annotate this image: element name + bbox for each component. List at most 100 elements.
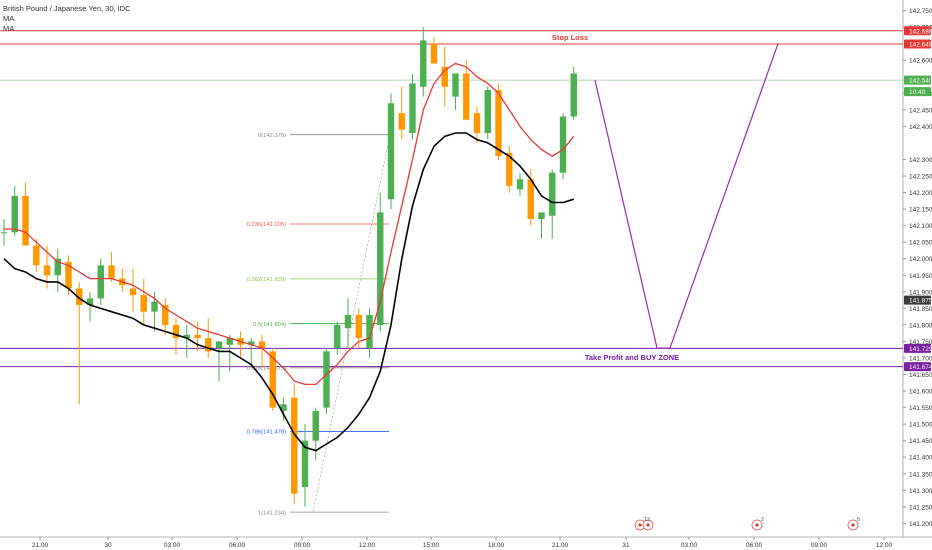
y-tick-label: 142.200 — [909, 190, 932, 197]
candle-body — [162, 305, 169, 325]
y-tick-label: 142.400 — [909, 124, 932, 131]
y-tick-label: 142.600 — [909, 58, 932, 65]
candle-body — [108, 265, 115, 279]
y-tick-label: 141.700 — [909, 355, 932, 362]
fib-level-label: 0(142.375) — [258, 133, 286, 139]
event-marker-dot — [638, 523, 642, 527]
candle-body — [452, 73, 459, 97]
x-tick-label: 12:00 — [359, 542, 376, 549]
price-label-text: 141.674 — [909, 364, 932, 371]
candle-body — [151, 301, 158, 312]
x-tick-label: 30 — [104, 542, 112, 549]
x-tick-label: 21:00 — [552, 542, 569, 549]
y-tick-label: 141.900 — [909, 289, 932, 296]
y-tick-label: 141.200 — [909, 521, 932, 528]
candle-body — [495, 90, 502, 157]
candle-body — [54, 258, 61, 276]
event-count: 2 — [761, 517, 764, 523]
candle-body — [366, 314, 373, 349]
y-tick-label: 142.250 — [909, 174, 932, 181]
y-tick-label: 141.350 — [909, 471, 932, 478]
candle-body — [398, 113, 405, 130]
price-label-badge — [904, 26, 931, 36]
take-profit-label: Take Profit and BUY ZONE — [585, 353, 679, 362]
y-tick-label: 142.150 — [909, 207, 932, 214]
y-tick-label: 142.300 — [909, 157, 932, 164]
x-tick-label: 15:00 — [423, 542, 440, 549]
event-marker-dot — [646, 523, 650, 527]
y-tick-label: 142.450 — [909, 107, 932, 114]
projection-path — [594, 43, 779, 349]
y-tick-label: 141.500 — [909, 422, 932, 429]
x-tick-label: 06:00 — [229, 542, 246, 549]
candle-body — [377, 212, 384, 325]
event-count: 5 — [857, 517, 860, 523]
y-tick-label: 141.650 — [909, 372, 932, 379]
x-tick-label: 12:00 — [876, 542, 893, 549]
candle-body — [183, 334, 190, 339]
price-label-badge — [904, 295, 931, 305]
candle-body — [226, 338, 233, 345]
candle-body — [280, 404, 287, 411]
symbol-title: British Pound / Japanese Yen, 30, IDC — [3, 4, 131, 13]
candle-body — [0, 232, 8, 234]
candle-body — [86, 298, 94, 306]
candle-body — [194, 334, 201, 339]
x-tick-label: 06:00 — [746, 542, 763, 549]
y-tick-label: 141.850 — [909, 306, 932, 313]
fib-level-label: 0.618(141.670) — [247, 366, 286, 372]
candle-body — [409, 83, 416, 134]
price-label-text: 142.649 — [909, 42, 932, 49]
event-marker-dot — [755, 523, 759, 527]
candle-body — [420, 40, 427, 87]
event-marker-dot — [851, 523, 855, 527]
fib-level-label: 0.236(142.105) — [247, 222, 286, 228]
candle-body — [430, 43, 438, 64]
candle-body — [205, 338, 212, 352]
y-tick-label: 141.550 — [909, 405, 932, 412]
candle-body — [301, 440, 309, 487]
x-tick-label: 03:00 — [164, 542, 181, 549]
candle-body — [473, 113, 481, 134]
stop-loss-label: Stop Loss — [552, 33, 588, 42]
fib-level-label: 1(141.234) — [258, 510, 286, 516]
candle-body — [463, 73, 470, 120]
x-tick-label: 21:00 — [32, 542, 49, 549]
y-tick-label: 142.750 — [909, 8, 932, 15]
y-tick-label: 142.000 — [909, 256, 932, 263]
candle-body — [97, 265, 104, 299]
fib-trendline — [312, 134, 391, 513]
fib-level-label: 0.382(141.939) — [247, 277, 286, 283]
candle-body — [538, 212, 545, 220]
y-tick-label: 141.300 — [909, 488, 932, 495]
candle-body — [215, 341, 223, 349]
x-tick-label: 09:00 — [294, 542, 311, 549]
ma-slow-line — [3, 132, 575, 452]
price-label-badge — [904, 75, 931, 85]
candle-body — [248, 341, 255, 345]
candle-body — [291, 397, 298, 494]
candle-body — [570, 73, 577, 117]
candle-body — [323, 351, 330, 408]
x-tick-label: 09:00 — [811, 542, 828, 549]
price-label-badge — [904, 362, 931, 372]
x-tick-label: 03:00 — [681, 542, 698, 549]
candle-body — [11, 195, 18, 233]
event-count: 12 — [644, 517, 650, 523]
candle-body — [129, 288, 137, 296]
price-label-badge — [904, 343, 931, 353]
candle-body — [506, 152, 513, 186]
candle-body — [22, 195, 29, 246]
ma-indicator-2[interactable]: MA — [3, 24, 15, 33]
price-label-text: 141.875 — [909, 298, 932, 305]
candle-body — [484, 90, 491, 134]
candle-body — [65, 262, 72, 289]
candle-body — [312, 410, 319, 441]
price-label-text: 142.689 — [909, 28, 932, 35]
candle-body — [387, 103, 395, 200]
price-label-text: 142.540 — [909, 78, 932, 85]
ma-indicator-1[interactable]: MA — [3, 14, 15, 23]
x-tick-label: 18:00 — [488, 542, 505, 549]
candle-body — [344, 314, 352, 329]
